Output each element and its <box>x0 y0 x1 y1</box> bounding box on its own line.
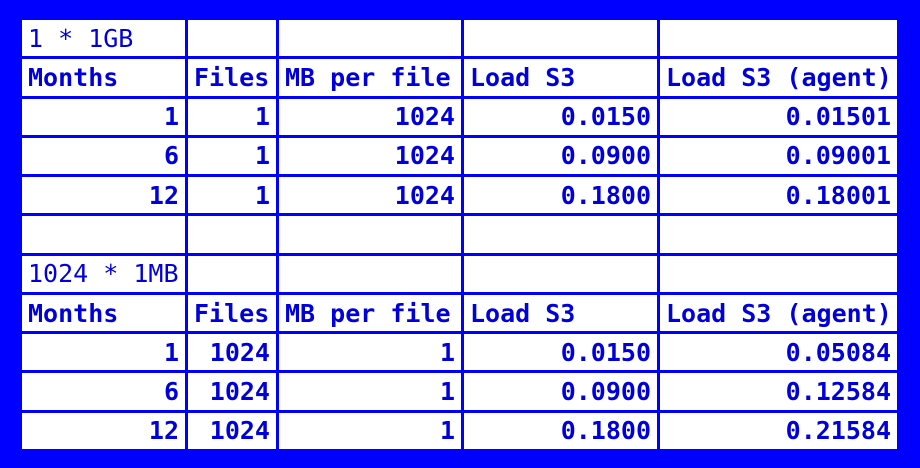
empty-cell[interactable] <box>464 216 657 253</box>
data-cell[interactable]: 12 <box>22 412 185 449</box>
data-cell[interactable]: 1024 <box>279 98 461 135</box>
empty-cell[interactable] <box>22 216 185 253</box>
column-header-cell[interactable]: MB per file <box>279 294 461 332</box>
column-header-cell[interactable]: Files <box>188 59 276 96</box>
data-cell[interactable]: 1 <box>279 373 461 410</box>
data-cell[interactable]: 1 <box>22 98 185 135</box>
data-cell[interactable]: 0.0150 <box>464 334 657 371</box>
data-cell[interactable]: 0.1800 <box>464 177 657 214</box>
empty-cell[interactable] <box>464 255 657 292</box>
data-cell[interactable]: 0.21584 <box>660 412 897 449</box>
empty-cell[interactable] <box>464 20 657 57</box>
data-cell[interactable]: 0.0900 <box>464 137 657 175</box>
data-cell[interactable]: 1024 <box>188 412 276 449</box>
empty-cell[interactable] <box>660 20 897 57</box>
data-cell[interactable]: 0.01501 <box>660 98 897 135</box>
empty-cell[interactable] <box>660 216 897 253</box>
empty-cell[interactable] <box>279 20 461 57</box>
column-header-cell[interactable]: Months <box>22 59 185 96</box>
data-cell[interactable]: 1024 <box>279 137 461 175</box>
empty-cell[interactable] <box>279 216 461 253</box>
column-header-cell[interactable]: Months <box>22 294 185 332</box>
column-header-cell[interactable]: Load S3 (agent) <box>660 294 897 332</box>
data-cell[interactable]: 0.18001 <box>660 177 897 214</box>
data-cell[interactable]: 1 <box>188 177 276 214</box>
column-header-cell[interactable]: Files <box>188 294 276 332</box>
column-header-cell[interactable]: MB per file <box>279 59 461 96</box>
data-cell[interactable]: 12 <box>22 177 185 214</box>
column-header-cell[interactable]: Load S3 <box>464 59 657 96</box>
empty-cell[interactable] <box>188 255 276 292</box>
data-cell[interactable]: 6 <box>22 137 185 175</box>
data-cell[interactable]: 0.0150 <box>464 98 657 135</box>
section-title-cell[interactable]: 1024 * 1MB <box>22 255 185 292</box>
data-cell[interactable]: 1 <box>188 137 276 175</box>
data-cell[interactable]: 1 <box>22 334 185 371</box>
data-cell[interactable]: 1 <box>188 98 276 135</box>
empty-cell[interactable] <box>188 20 276 57</box>
column-header-cell[interactable]: Load S3 (agent) <box>660 59 897 96</box>
data-cell[interactable]: 0.05084 <box>660 334 897 371</box>
empty-cell[interactable] <box>279 255 461 292</box>
data-cell[interactable]: 6 <box>22 373 185 410</box>
cost-comparison-table: 1 * 1GB Months Files MB per file Load S3 Load… <box>22 20 897 449</box>
data-cell[interactable]: 0.0900 <box>464 373 657 410</box>
data-cell[interactable]: 1 <box>279 412 461 449</box>
data-cell[interactable]: 1024 <box>188 373 276 410</box>
data-cell[interactable]: 0.09001 <box>660 137 897 175</box>
data-cell[interactable]: 0.12584 <box>660 373 897 410</box>
data-cell[interactable]: 0.1800 <box>464 412 657 449</box>
data-cell[interactable]: 1024 <box>188 334 276 371</box>
empty-cell[interactable] <box>660 255 897 292</box>
data-cell[interactable]: 1 <box>279 334 461 371</box>
data-cell[interactable]: 1024 <box>279 177 461 214</box>
section-title-cell[interactable]: 1 * 1GB <box>22 20 185 57</box>
column-header-cell[interactable]: Load S3 <box>464 294 657 332</box>
empty-cell[interactable] <box>188 216 276 253</box>
